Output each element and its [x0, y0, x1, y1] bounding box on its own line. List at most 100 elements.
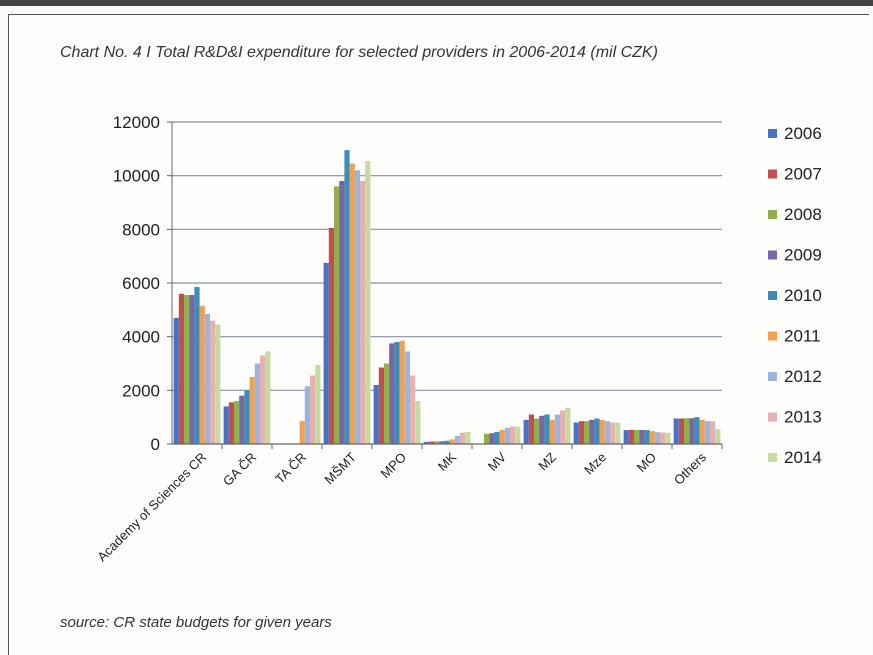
bar-2006-8 — [573, 422, 579, 444]
bar-2013-0 — [210, 320, 216, 444]
bar-2008-8 — [584, 421, 590, 444]
bar-2011-0 — [199, 305, 205, 444]
bar-2011-5 — [449, 439, 455, 444]
bar-2013-8 — [610, 422, 616, 444]
bar-2006-7 — [523, 419, 529, 444]
x-category-label: GA ČR — [220, 450, 259, 489]
x-category-label: MO — [634, 450, 659, 475]
bar-2008-7 — [534, 418, 540, 444]
bar-2009-4 — [389, 343, 395, 444]
legend-swatch-2009 — [768, 250, 777, 260]
bar-2009-6 — [489, 433, 495, 444]
y-tick-label: 12000 — [113, 113, 160, 132]
bar-2008-6 — [484, 433, 490, 444]
legend-swatch-2008 — [768, 210, 777, 219]
bar-2014-1 — [265, 351, 271, 444]
x-axis: Academy of Sciences CR GA ČR TA ČR MŠMT MPO M… — [94, 443, 723, 565]
x-category-label: MV — [485, 449, 510, 474]
bar-2007-5 — [428, 441, 434, 444]
legend-swatch-2010 — [768, 291, 777, 300]
bar-2010-8 — [594, 418, 600, 444]
legend-swatch-2014 — [768, 453, 777, 462]
bar-2014-2 — [315, 364, 321, 444]
bar-2011-8 — [599, 419, 605, 444]
x-category-label: Mze — [581, 450, 609, 478]
x-category-label: MŠMT — [321, 449, 359, 487]
bar-2007-9 — [628, 429, 634, 444]
bar-2013-1 — [260, 355, 266, 444]
x-category-label: TA ČR — [272, 450, 309, 487]
x-category-label: MK — [435, 449, 460, 474]
bar-2007-1 — [228, 402, 234, 444]
bar-2013-9 — [660, 432, 666, 444]
legend-label: 2011 — [784, 327, 821, 346]
bar-2010-10 — [694, 417, 700, 444]
bar-2014-9 — [665, 432, 671, 444]
y-tick-label: 2000 — [122, 381, 160, 400]
bar-2008-4 — [384, 363, 390, 444]
bar-2011-9 — [649, 431, 655, 444]
bar-2012-4 — [404, 351, 410, 444]
bar-2007-7 — [528, 414, 534, 444]
legend-label: 2014 — [784, 448, 822, 467]
x-category-label: Academy of Sciences CR — [94, 450, 209, 565]
y-axis: 0 2000 4000 6000 8000 10000 12000 — [113, 113, 173, 454]
x-category-label: MPO — [378, 450, 410, 482]
bar-2009-8 — [589, 419, 595, 444]
chart-title: Chart No. 4 I Total R&D&I expenditure fo… — [60, 44, 658, 61]
bar-2011-4 — [399, 340, 405, 444]
bar-2006-4 — [373, 384, 379, 444]
bar-2011-6 — [499, 430, 505, 444]
bar-2010-4 — [394, 342, 400, 444]
gridlines — [172, 121, 722, 391]
bar-2012-5 — [454, 435, 460, 444]
bar-2010-7 — [544, 414, 550, 444]
legend-swatch-2007 — [768, 169, 777, 179]
bar-2013-5 — [460, 432, 466, 444]
y-tick-label: 10000 — [113, 167, 160, 186]
bar-2014-3 — [365, 160, 371, 445]
bar-2006-9 — [623, 430, 629, 444]
bar-2013-6 — [510, 426, 516, 444]
chart-frame — [8, 14, 869, 655]
legend-label: 2013 — [784, 408, 822, 427]
bar-2007-10 — [678, 418, 684, 444]
bar-2014-7 — [565, 407, 571, 444]
bar-2007-3 — [328, 227, 334, 444]
bar-2012-6 — [504, 427, 510, 444]
legend-label: 2008 — [784, 205, 822, 224]
y-tick-label: 6000 — [122, 274, 160, 293]
bar-2010-6 — [494, 431, 500, 444]
bar-2012-2 — [304, 386, 310, 444]
bar-2012-8 — [604, 421, 610, 444]
bar-2012-10 — [704, 421, 710, 444]
bar-2012-1 — [254, 363, 260, 444]
bar-2011-10 — [699, 419, 705, 444]
bar-2014-0 — [215, 324, 221, 444]
bar-2012-9 — [654, 432, 660, 444]
bar-2008-5 — [434, 441, 440, 444]
bar-2010-0 — [194, 287, 200, 444]
bar-2009-7 — [539, 415, 545, 444]
bar-2011-1 — [249, 376, 255, 444]
bar-2012-3 — [354, 170, 360, 445]
y-tick-label: 4000 — [122, 328, 160, 347]
bar-2008-9 — [634, 430, 640, 444]
bar-2011-7 — [549, 419, 555, 444]
bar-2011-3 — [349, 163, 355, 444]
bar-2009-10 — [689, 418, 695, 444]
bar-2012-7 — [554, 414, 560, 444]
bar-2009-9 — [639, 430, 645, 444]
legend: 2006 2007 2008 2009 2010 2011 2012 2013 2014 — [768, 124, 822, 467]
x-category-label: MZ — [535, 449, 559, 473]
bar-2009-3 — [339, 181, 345, 445]
bar-2014-4 — [415, 401, 421, 444]
bar-2010-5 — [444, 440, 450, 444]
bar-2008-1 — [234, 401, 240, 444]
bar-2009-5 — [439, 441, 445, 444]
bars — [173, 150, 721, 445]
bar-2008-3 — [334, 186, 340, 444]
x-category-label: Others — [671, 449, 710, 488]
legend-swatch-2011 — [768, 331, 777, 341]
bar-2008-0 — [184, 295, 190, 444]
